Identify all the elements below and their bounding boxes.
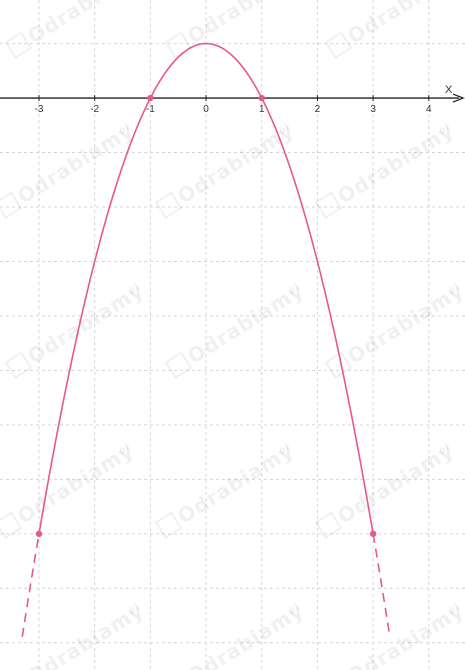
- watermark-logo-icon: [154, 511, 183, 539]
- watermark-text: Odrabiamy: [343, 278, 465, 368]
- marked-points: [35, 94, 377, 538]
- x-tick-label: 3: [370, 104, 376, 115]
- watermark-logo-icon: [4, 351, 33, 379]
- x-tick-label: 2: [315, 104, 321, 115]
- x-tick-label: -1: [146, 104, 155, 115]
- parabola-solid-line: [38, 42, 374, 534]
- watermark-logo-icon: [4, 31, 33, 59]
- parabola-dashed-extension: [372, 533, 391, 637]
- watermark-logo-icon: [314, 511, 343, 539]
- watermark-text: Odrabiamy: [343, 0, 465, 48]
- marked-point: [369, 530, 377, 538]
- x-axis-label: X: [445, 84, 453, 96]
- x-axis-arrow-icon: [452, 93, 465, 103]
- x-tick-label: 0: [203, 104, 209, 115]
- marked-point: [35, 530, 43, 538]
- watermark-logo-icon: [164, 31, 193, 59]
- watermark-logo-icon: [324, 31, 353, 59]
- watermark-text: Odrabiamy: [183, 0, 308, 48]
- x-tick-label: -3: [35, 104, 44, 115]
- x-tick-labels: -3 -2 -1 0 1 2 3 4: [35, 95, 432, 115]
- x-tick-label: 4: [426, 104, 432, 115]
- x-axis: X: [0, 84, 465, 103]
- marked-point: [258, 94, 265, 102]
- watermark-logo-icon: [154, 191, 183, 219]
- watermark-logo-icon: [0, 511, 23, 539]
- parabola-series: [21, 42, 391, 637]
- watermark-logo-icon: [314, 191, 343, 219]
- watermark-logo-icon: [324, 351, 353, 379]
- watermark-logo-icon: [164, 351, 193, 379]
- x-tick-label: 1: [259, 104, 265, 115]
- marked-point: [147, 94, 154, 102]
- parabola-dashed-extension: [21, 533, 40, 637]
- watermark-logo-icon: [0, 191, 23, 219]
- x-tick-label: -2: [90, 104, 99, 115]
- watermark-text: Odrabiamy: [23, 0, 148, 48]
